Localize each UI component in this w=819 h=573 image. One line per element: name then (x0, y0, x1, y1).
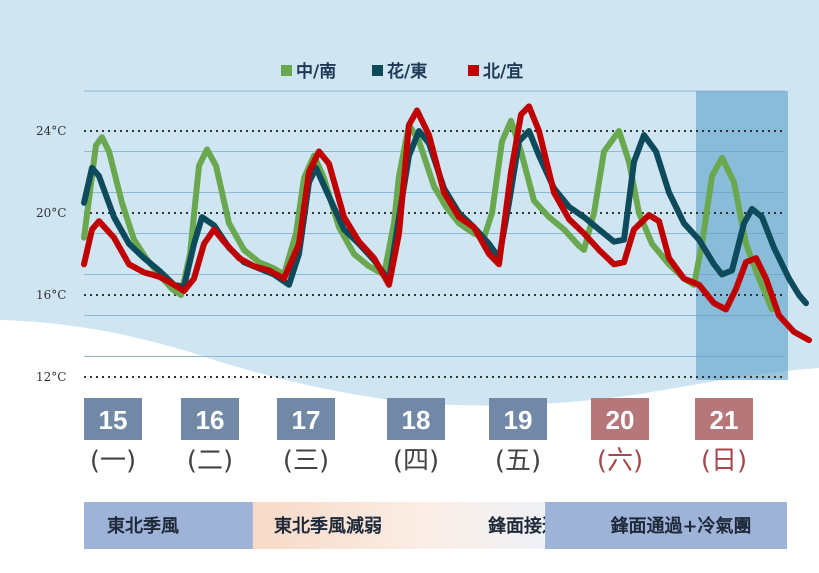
legend: 中/南 花/東 北/宜 (281, 61, 523, 82)
weekday-label: (六) (597, 446, 643, 476)
phase-label: 東北季風減弱 (274, 515, 382, 537)
series-lines (81, 103, 812, 344)
day-number: 17 (292, 405, 321, 435)
day-number: 18 (402, 405, 431, 435)
day-number-box (489, 398, 547, 440)
day-number-box (277, 398, 335, 440)
day-number-box (695, 398, 753, 440)
phase-segment (252, 502, 546, 549)
legend-swatch (372, 65, 383, 76)
legend-label: 花/東 (387, 61, 427, 82)
weekday-label: (日) (701, 446, 747, 476)
y-tick-label: 24°C (36, 124, 66, 138)
day-number: 15 (99, 405, 128, 435)
y-tick-label: 12°C (36, 370, 66, 384)
day-number: 21 (710, 405, 739, 435)
day-number: 20 (606, 405, 635, 435)
phase-label: 鋒面接近 (487, 515, 560, 537)
day-number-box (181, 398, 239, 440)
y-tick-label: 16°C (36, 288, 66, 302)
phase-segment (84, 502, 253, 549)
legend-swatch (281, 65, 292, 76)
weekday-label: (一) (90, 446, 136, 476)
weather-phase-bar: 東北季風 東北季風減弱 鋒面接近 鋒面通過+冷氣團 (84, 502, 787, 549)
weekday-label: (二) (187, 446, 233, 476)
legend-label: 北/宜 (483, 61, 523, 82)
day-number-box (591, 398, 649, 440)
legend-swatch (468, 65, 479, 76)
y-axis-ticks: 12°C 16°C 20°C 24°C (36, 124, 785, 384)
series-line (81, 103, 812, 344)
weekday-label: (五) (495, 446, 541, 476)
background-wave (0, 0, 819, 406)
day-number: 19 (504, 405, 533, 435)
day-number: 16 (196, 405, 225, 435)
phase-label: 東北季風 (107, 515, 179, 537)
phase-segment (545, 502, 787, 549)
day-number-box (387, 398, 445, 440)
y-tick-label: 20°C (36, 206, 66, 220)
phase-label: 鋒面通過+冷氣團 (609, 515, 751, 537)
weekday-label: (三) (283, 446, 329, 476)
day-number-box (84, 398, 142, 440)
weekday-label: (四) (393, 446, 439, 476)
day-labels: 15 (一) 16 (二) 17 (三) 18 (四) 19 (五) 20 (六) 21 (日) (84, 398, 753, 476)
legend-label: 中/南 (296, 61, 336, 82)
